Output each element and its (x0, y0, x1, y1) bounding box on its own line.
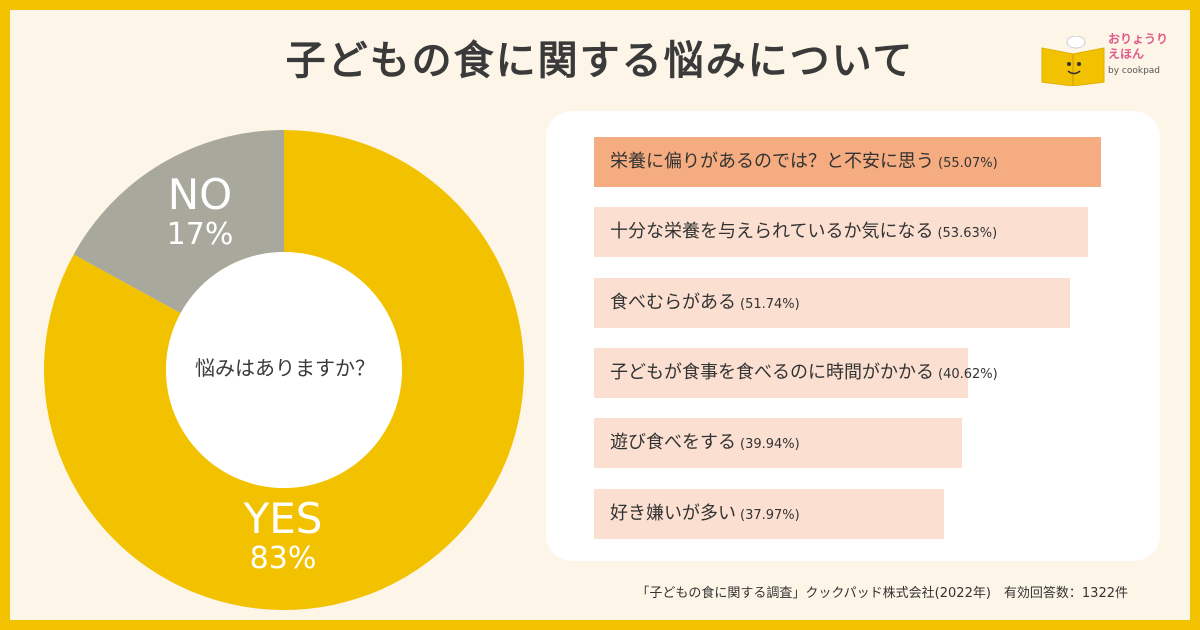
bar-value-label: (55.07%) (938, 156, 998, 171)
logo-byline: by cookpad (1108, 66, 1161, 76)
bar-value-label: (40.62%) (938, 367, 998, 382)
segment-value-yes: 83% (249, 541, 317, 576)
bar-value-label: (39.94%) (740, 437, 800, 452)
bar-1 (594, 137, 1101, 187)
bar-category-label: 栄養に偏りがあるのでは？と不安に思う (610, 151, 934, 172)
segment-value-no: 17% (166, 217, 234, 252)
donut-hole (166, 252, 402, 488)
logo-text-line1: おりょうり (1108, 32, 1169, 46)
donut-slice-no (73, 130, 284, 314)
segment-label-yes: YES 83% (228, 498, 338, 574)
bar-value-label: (51.74%) (740, 297, 800, 312)
bar-category-label: 食べむらがある (610, 292, 736, 313)
bar-value-label: (37.97%) (740, 508, 800, 523)
bar-5 (594, 418, 962, 468)
cookpad-logo: おりょうり えほん by cookpad (1040, 20, 1190, 90)
bar-2 (594, 207, 1088, 257)
segment-category-no: NO (167, 170, 233, 219)
bar-label-row: 遊び食べをする (39.94%) (610, 418, 800, 468)
bar-category-label: 子どもが食事を食べるのに時間がかかる (610, 362, 934, 383)
donut-chart (43, 130, 524, 610)
bar-value-label: (53.63%) (937, 226, 998, 241)
donut-slice-yes (43, 130, 524, 610)
book-mascot-icon (1041, 36, 1105, 86)
bar-3 (594, 278, 1071, 328)
bar-4 (594, 348, 968, 398)
donut-center-question: 悩みはありますか？ (195, 356, 375, 380)
bar-category-label: 好き嫌いが多い (610, 503, 736, 524)
bar-category-label: 十分な栄養を与えられているか気になる (610, 221, 934, 242)
bar-6 (594, 489, 944, 539)
bar-label-row: 食べむらがある (51.74%) (610, 278, 800, 328)
bar-label-row: 子どもが食事を食べるのに時間がかかる (40.62%) (610, 348, 998, 398)
page-title: 子どもの食に関する悩みについて (285, 38, 915, 84)
bar-label-row: 好き嫌いが多い (37.97%) (610, 489, 800, 539)
source-note: 「子どもの食に関する調査」クックパッド株式会社(2022年) 有効回答数：132… (636, 586, 1128, 601)
segment-category-yes: YES (243, 494, 323, 543)
logo-text-line2: えほん (1108, 47, 1145, 61)
segment-label-no: NO 17% (160, 174, 240, 250)
bar-category-label: 遊び食べをする (610, 432, 736, 453)
bar-label-row: 栄養に偏りがあるのでは？と不安に思う (55.07%) (610, 137, 998, 187)
bar-label-row: 十分な栄養を与えられているか気になる (53.63%) (610, 207, 997, 257)
